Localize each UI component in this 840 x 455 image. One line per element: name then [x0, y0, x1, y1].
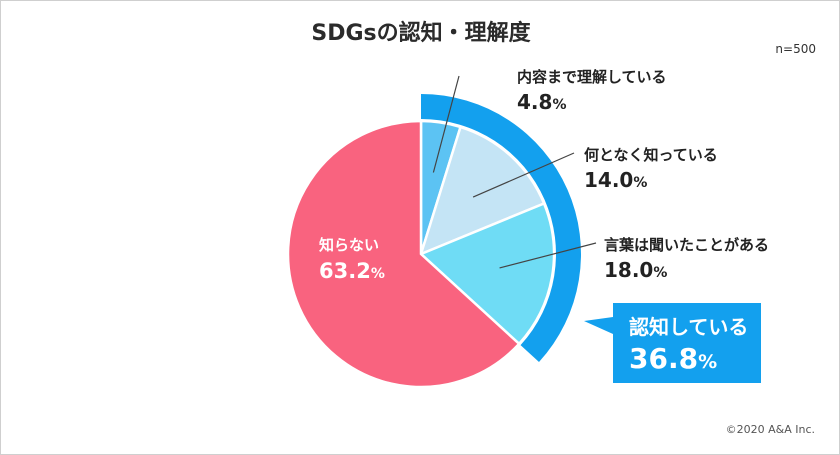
- slice-label-unaware: 知らない: [319, 236, 379, 254]
- slice-value-heard: 18.0%: [604, 258, 667, 282]
- slice-vaguely: [419, 125, 546, 257]
- slice-value-vaguely: 14.0%: [584, 168, 647, 192]
- group-label: 認知している: [629, 315, 748, 339]
- slice-layer: [286, 119, 556, 389]
- sample-size-label: n=500: [775, 42, 816, 56]
- slice-value-understand: 4.8%: [517, 90, 566, 114]
- group-callout-box: [584, 303, 761, 383]
- group-value: 36.8%: [629, 342, 717, 375]
- leader-line-slice-vaguely: [472, 152, 575, 198]
- awareness-arc-layer: [421, 94, 581, 363]
- slice-label-vaguely: 何となく知っている: [584, 146, 718, 164]
- slice-label-heard: 言葉は聞いたことがある: [604, 236, 769, 254]
- slice-value-unaware: 63.2%: [319, 259, 385, 283]
- leader-line-slice-heard: [499, 242, 597, 269]
- leader-line-layer: [432, 75, 597, 269]
- leader-line-slice-understand: [432, 75, 460, 173]
- copyright: ©2020 A&A Inc.: [726, 423, 815, 436]
- slice-unaware: [286, 119, 521, 389]
- awareness-group-arc: [421, 94, 581, 363]
- slice-heard: [418, 201, 556, 346]
- slice-label-understand: 内容まで理解している: [517, 68, 667, 86]
- chart-title: SDGsの認知・理解度: [311, 20, 531, 46]
